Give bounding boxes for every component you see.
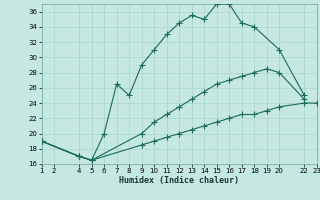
X-axis label: Humidex (Indice chaleur): Humidex (Indice chaleur) — [119, 176, 239, 185]
